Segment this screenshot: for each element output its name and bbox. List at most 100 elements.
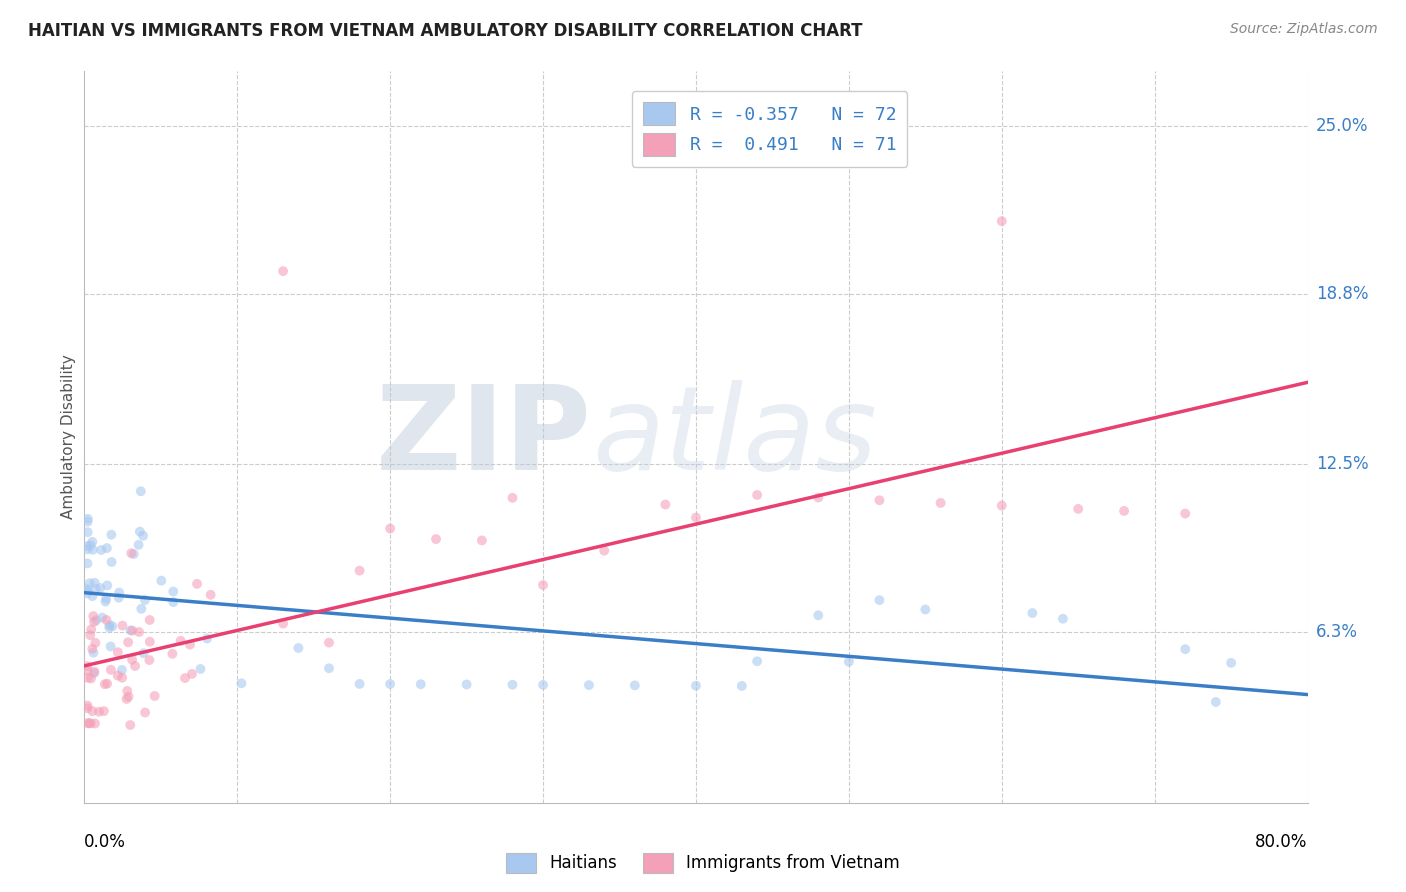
Point xyxy=(131,602,153,616)
Point xyxy=(456,677,478,691)
Text: HAITIAN VS IMMIGRANTS FROM VIETNAM AMBULATORY DISABILITY CORRELATION CHART: HAITIAN VS IMMIGRANTS FROM VIETNAM AMBUL… xyxy=(28,22,863,40)
Point xyxy=(83,665,105,679)
Point xyxy=(593,543,616,558)
Text: atlas: atlas xyxy=(592,380,877,494)
Point xyxy=(76,659,98,673)
Point xyxy=(96,676,118,690)
Point xyxy=(1174,507,1197,521)
Point xyxy=(91,610,114,624)
Point xyxy=(117,684,139,698)
Point xyxy=(76,512,98,526)
Point xyxy=(94,591,117,606)
Point xyxy=(807,491,830,505)
Point xyxy=(1021,606,1043,620)
Text: ZIP: ZIP xyxy=(375,380,592,494)
Point xyxy=(117,690,139,704)
Point xyxy=(380,677,402,691)
Point xyxy=(471,533,494,548)
Point xyxy=(82,609,104,624)
Point xyxy=(624,678,647,692)
Point xyxy=(76,698,98,713)
Point xyxy=(190,662,212,676)
Point xyxy=(128,625,150,640)
Point xyxy=(96,613,118,627)
Point xyxy=(100,527,122,541)
Point xyxy=(914,602,936,616)
Point xyxy=(76,557,98,571)
Point xyxy=(139,634,162,648)
Point xyxy=(108,585,131,599)
Point xyxy=(94,594,117,608)
Point xyxy=(134,706,156,720)
Text: 6.3%: 6.3% xyxy=(1316,624,1358,641)
Point xyxy=(100,663,122,677)
Point xyxy=(83,615,105,629)
Point xyxy=(685,510,707,524)
Point xyxy=(77,716,100,731)
Point xyxy=(83,575,105,590)
Point xyxy=(107,645,129,659)
Point xyxy=(120,718,142,732)
Legend: Haitians, Immigrants from Vietnam: Haitians, Immigrants from Vietnam xyxy=(499,847,907,880)
Point xyxy=(869,593,891,607)
Point xyxy=(82,534,104,549)
Point xyxy=(124,659,146,673)
Point xyxy=(76,671,98,685)
Y-axis label: Ambulatory Disability: Ambulatory Disability xyxy=(60,355,76,519)
Point xyxy=(179,638,201,652)
Point xyxy=(1174,642,1197,657)
Point xyxy=(1114,504,1136,518)
Point xyxy=(654,498,676,512)
Point xyxy=(129,484,152,499)
Point xyxy=(838,655,860,669)
Point xyxy=(76,539,98,553)
Point xyxy=(96,578,118,592)
Point xyxy=(84,582,107,597)
Point xyxy=(84,636,107,650)
Point xyxy=(380,522,402,536)
Point xyxy=(111,671,134,685)
Point xyxy=(807,608,830,623)
Point xyxy=(111,618,134,632)
Point xyxy=(76,586,98,600)
Point xyxy=(76,583,98,598)
Point xyxy=(132,529,155,543)
Point xyxy=(82,542,104,557)
Text: 80.0%: 80.0% xyxy=(1256,833,1308,851)
Point xyxy=(138,613,160,627)
Point xyxy=(98,621,121,635)
Point xyxy=(150,574,173,588)
Text: 18.8%: 18.8% xyxy=(1316,285,1368,302)
Point xyxy=(82,589,104,603)
Point xyxy=(101,619,124,633)
Point xyxy=(128,538,150,552)
Point xyxy=(80,623,103,637)
Point xyxy=(121,653,143,667)
Point xyxy=(120,624,142,638)
Point xyxy=(82,704,104,718)
Point xyxy=(90,543,112,558)
Point xyxy=(271,264,294,278)
Point xyxy=(98,618,121,632)
Point xyxy=(1052,612,1074,626)
Point xyxy=(76,701,98,715)
Point xyxy=(76,542,98,557)
Point xyxy=(186,577,208,591)
Point xyxy=(79,576,101,591)
Point xyxy=(162,595,184,609)
Point xyxy=(747,488,769,502)
Point xyxy=(100,640,122,654)
Point xyxy=(122,547,145,561)
Point xyxy=(318,635,340,649)
Point xyxy=(349,677,371,691)
Point xyxy=(121,624,143,638)
Point xyxy=(200,588,222,602)
Point xyxy=(84,716,107,731)
Point xyxy=(120,546,142,560)
Point xyxy=(82,646,104,660)
Point xyxy=(181,667,204,681)
Point xyxy=(531,678,554,692)
Point xyxy=(76,664,98,678)
Point xyxy=(869,493,891,508)
Point xyxy=(929,496,952,510)
